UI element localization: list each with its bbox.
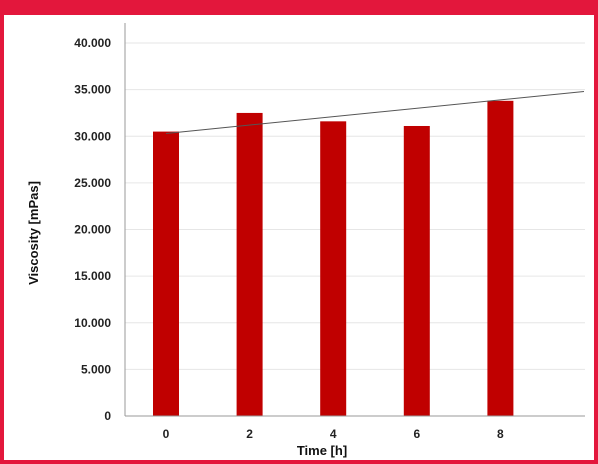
- x-axis-title: Time [h]: [297, 443, 347, 458]
- y-tick-label: 0: [104, 409, 111, 423]
- trendline: [165, 90, 585, 134]
- y-tick-label: 30.000: [74, 129, 111, 143]
- x-tick-label: 6: [413, 427, 420, 441]
- x-tick-label: 0: [163, 427, 170, 441]
- x-tick-label: 8: [497, 427, 504, 441]
- trendline-group: [165, 90, 585, 134]
- x-axis-ticks: 0 2 4 6 8: [163, 427, 504, 441]
- bar: [320, 121, 347, 416]
- y-axis-ticks: 0 5.000 10.000 15.000 20.000 25.000 30.000 35.0…: [74, 36, 111, 423]
- y-tick-label: 25.000: [74, 176, 111, 190]
- bar: [487, 100, 514, 416]
- x-tick-label: 4: [330, 427, 337, 441]
- y-tick-label: 40.000: [74, 36, 111, 50]
- y-tick-label: 5.000: [81, 362, 111, 376]
- x-tick-label: 2: [246, 427, 253, 441]
- bars: [153, 100, 514, 417]
- y-tick-label: 15.000: [74, 269, 111, 283]
- bar: [403, 125, 430, 417]
- y-axis-title: Viscosity [mPas]: [26, 181, 41, 285]
- gridlines: [125, 42, 585, 370]
- y-tick-label: 20.000: [74, 223, 111, 237]
- y-tick-label: 35.000: [74, 83, 111, 97]
- bar: [153, 131, 179, 416]
- bar: [236, 112, 263, 416]
- y-tick-label: 10.000: [74, 316, 111, 330]
